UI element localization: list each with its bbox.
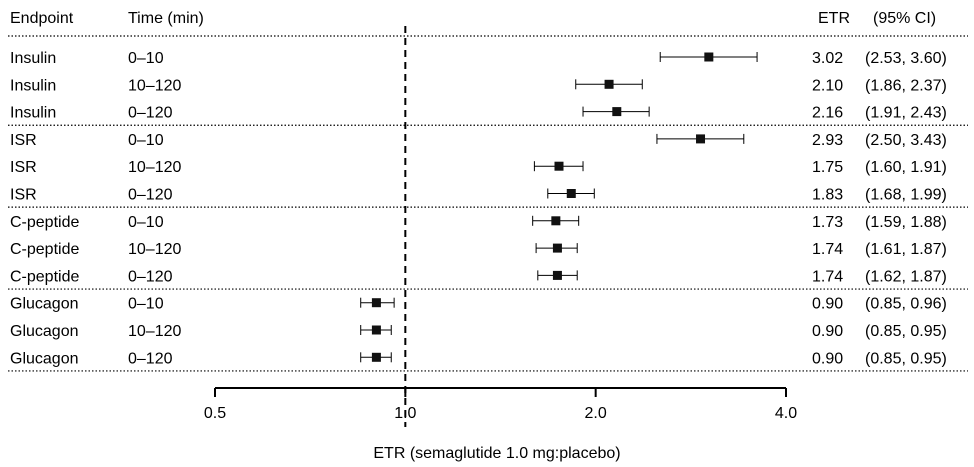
row-endpoint-label: ISR (10, 187, 37, 204)
row-time-label: 0–10 (128, 50, 164, 67)
row-endpoint-label: Glucagon (10, 350, 79, 367)
x-axis-label: ETR (semaglutide 1.0 mg:placebo) (373, 445, 620, 462)
row-endpoint-label: Insulin (10, 77, 56, 94)
row-ci-value: (1.68, 1.99) (865, 187, 947, 204)
row-etr-value: 1.83 (812, 187, 843, 204)
forest-row: ISR 0–120 1.83 (1.68, 1.99) (10, 187, 947, 204)
row-etr-value: 1.74 (812, 268, 843, 285)
x-tick-label: 1.0 (394, 405, 416, 422)
row-ci-value: (2.50, 3.43) (865, 132, 947, 149)
row-time-label: 0–10 (128, 132, 164, 149)
forest-row: Insulin 0–10 3.02 (2.53, 3.60) (10, 50, 947, 67)
forest-row: C-peptide 0–10 1.73 (1.59, 1.88) (10, 214, 947, 231)
forest-row: Glucagon 0–120 0.90 (0.85, 0.95) (10, 350, 947, 367)
row-time-label: 0–10 (128, 214, 164, 231)
point-estimate-marker (704, 52, 714, 62)
row-ci-value: (1.91, 2.43) (865, 105, 947, 122)
row-endpoint-label: ISR (10, 132, 37, 149)
row-time-label: 0–120 (128, 350, 173, 367)
forest-row: Insulin 0–120 2.16 (1.91, 2.43) (10, 105, 947, 122)
row-etr-value: 1.73 (812, 214, 843, 231)
row-ci-value: (1.86, 2.37) (865, 77, 947, 94)
row-etr-value: 3.02 (812, 50, 843, 67)
row-etr-value: 0.90 (812, 296, 843, 313)
point-estimate-marker (612, 107, 622, 117)
row-etr-value: 2.10 (812, 77, 843, 94)
point-estimate-marker (552, 243, 562, 253)
point-estimate-marker (371, 325, 381, 335)
x-tick-label: 4.0 (775, 405, 797, 422)
row-time-label: 0–120 (128, 268, 173, 285)
x-tick-label: 2.0 (585, 405, 607, 422)
row-ci-value: (1.62, 1.87) (865, 268, 947, 285)
column-headers: Endpoint Time (min) ETR (95% CI) (10, 10, 936, 27)
row-ci-value: (1.61, 1.87) (865, 241, 947, 258)
point-estimate-marker (371, 298, 381, 308)
forest-row: C-peptide 10–120 1.74 (1.61, 1.87) (10, 241, 947, 258)
x-axis: 0.5 1.0 2.0 4.0 (204, 387, 797, 422)
header-etr: ETR (818, 10, 850, 27)
point-estimate-marker (552, 270, 562, 280)
row-endpoint-label: C-peptide (10, 241, 79, 258)
row-endpoint-label: ISR (10, 159, 37, 176)
row-etr-value: 2.16 (812, 105, 843, 122)
row-endpoint-label: C-peptide (10, 214, 79, 231)
row-endpoint-label: Glucagon (10, 296, 79, 313)
x-tick-label: 0.5 (204, 405, 226, 422)
header-time: Time (min) (128, 10, 204, 27)
row-time-label: 10–120 (128, 159, 181, 176)
forest-row: Insulin 10–120 2.10 (1.86, 2.37) (10, 77, 947, 94)
forest-row: C-peptide 0–120 1.74 (1.62, 1.87) (10, 268, 947, 285)
row-time-label: 0–10 (128, 296, 164, 313)
row-endpoint-label: Glucagon (10, 323, 79, 340)
row-ci-value: (1.59, 1.88) (865, 214, 947, 231)
row-time-label: 10–120 (128, 77, 181, 94)
row-ci-value: (0.85, 0.95) (865, 350, 947, 367)
point-estimate-marker (604, 79, 614, 89)
row-etr-value: 1.75 (812, 159, 843, 176)
point-estimate-marker (696, 134, 706, 144)
row-etr-value: 2.93 (812, 132, 843, 149)
row-ci-value: (0.85, 0.96) (865, 296, 947, 313)
row-endpoint-label: Insulin (10, 105, 56, 122)
row-time-label: 0–120 (128, 105, 173, 122)
header-endpoint: Endpoint (10, 10, 74, 27)
point-estimate-marker (551, 216, 561, 226)
group-separators (8, 35, 968, 372)
row-time-label: 0–120 (128, 187, 173, 204)
row-ci-value: (1.60, 1.91) (865, 159, 947, 176)
point-estimate-marker (566, 189, 576, 198)
forest-rows: Insulin 0–10 3.02 (2.53, 3.60) Insulin 10–120… (10, 50, 947, 367)
row-ci-value: (2.53, 3.60) (865, 50, 947, 67)
header-ci: (95% CI) (873, 10, 936, 27)
row-etr-value: 0.90 (812, 323, 843, 340)
row-endpoint-label: C-peptide (10, 268, 79, 285)
row-etr-value: 0.90 (812, 350, 843, 367)
forest-row: ISR 10–120 1.75 (1.60, 1.91) (10, 159, 947, 176)
row-time-label: 10–120 (128, 323, 181, 340)
row-ci-value: (0.85, 0.95) (865, 323, 947, 340)
row-etr-value: 1.74 (812, 241, 843, 258)
row-endpoint-label: Insulin (10, 50, 56, 67)
point-estimate-marker (371, 352, 381, 362)
forest-row: Glucagon 0–10 0.90 (0.85, 0.96) (10, 296, 947, 313)
forest-row: Glucagon 10–120 0.90 (0.85, 0.95) (10, 323, 947, 340)
row-time-label: 10–120 (128, 241, 181, 258)
forest-row: ISR 0–10 2.93 (2.50, 3.43) (10, 132, 947, 149)
point-estimate-marker (554, 161, 564, 171)
